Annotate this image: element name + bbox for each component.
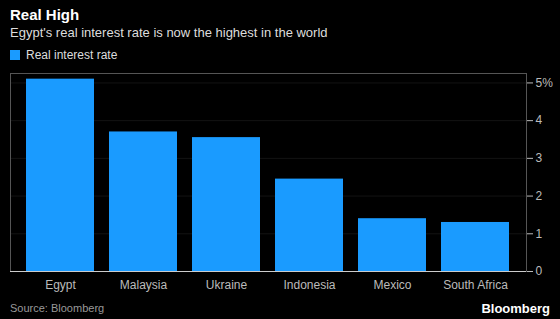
svg-text:0: 0 bbox=[536, 264, 543, 278]
html-text:Egypt's real interest rate is: Egypt's real interest rate is now the hi… bbox=[10, 25, 328, 40]
svg-text:Malaysia: Malaysia bbox=[120, 278, 168, 292]
svg-text:1: 1 bbox=[536, 227, 543, 241]
svg-text:Mexico: Mexico bbox=[373, 278, 411, 292]
svg-text:Ukraine: Ukraine bbox=[206, 278, 248, 292]
svg-text:South Africa: South Africa bbox=[443, 278, 508, 292]
html-text:Bloomberg: Bloomberg bbox=[481, 300, 550, 316]
html-text:Real High: Real High bbox=[10, 6, 80, 23]
svg-text:5%: 5% bbox=[536, 76, 554, 90]
svg-text:Egypt: Egypt bbox=[45, 278, 76, 292]
svg-text:2: 2 bbox=[536, 189, 543, 203]
html-text:Real interest rate: Real interest rate bbox=[26, 48, 118, 62]
svg-text:Indonesia: Indonesia bbox=[283, 278, 335, 292]
svg-text:3: 3 bbox=[536, 151, 543, 165]
html-text:Source: Bloomberg: Source: Bloomberg bbox=[10, 302, 105, 314]
svg-text:4: 4 bbox=[536, 113, 543, 127]
